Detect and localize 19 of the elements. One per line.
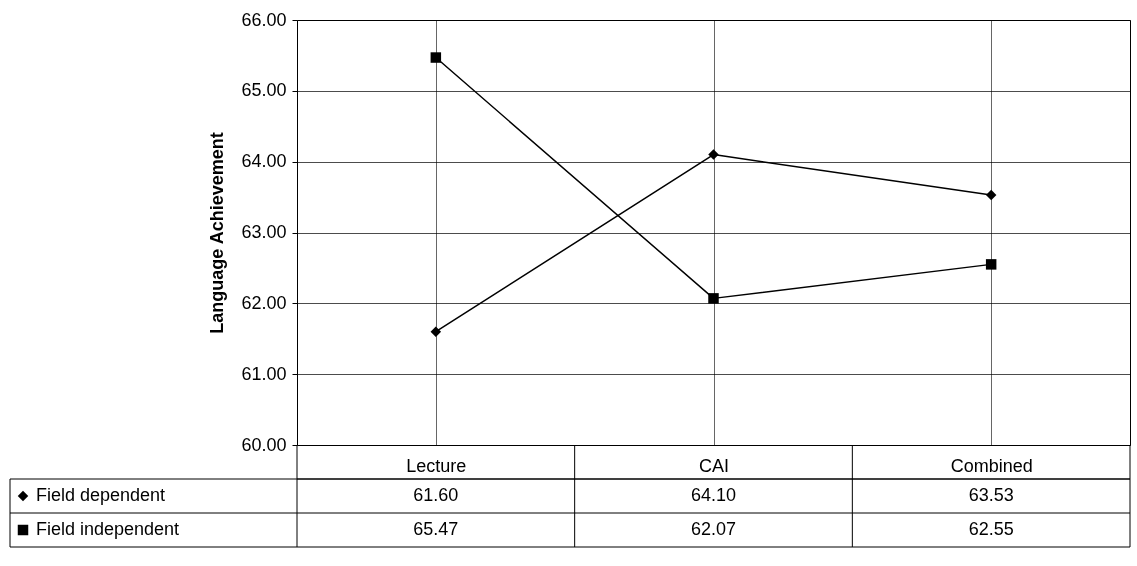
y-tick-label: 66.00 — [241, 9, 287, 30]
data-label: 63.53 — [968, 485, 1014, 505]
y-tick-label: 64.00 — [241, 151, 287, 172]
y-tick-label: 62.00 — [241, 292, 287, 313]
y-tick-label: 60.00 — [241, 434, 287, 455]
data-label: 62.55 — [968, 519, 1014, 539]
data-label: 65.47 — [413, 519, 459, 539]
x-tick-label: CAI — [698, 455, 730, 476]
legend-label: Field independent — [36, 519, 180, 539]
data-label: 62.07 — [690, 519, 737, 539]
y-tick-label: 65.00 — [241, 80, 287, 101]
legend-label: Field dependent — [36, 485, 166, 505]
data-label: 64.10 — [690, 485, 737, 505]
x-tick-label: Combined — [950, 455, 1033, 476]
data-label: 61.60 — [413, 485, 459, 505]
x-tick-label: Lecture — [406, 455, 467, 476]
y-axis-title: Language Achievement — [207, 132, 228, 334]
y-tick-label: 61.00 — [241, 363, 287, 384]
y-tick-label: 63.00 — [241, 222, 287, 242]
